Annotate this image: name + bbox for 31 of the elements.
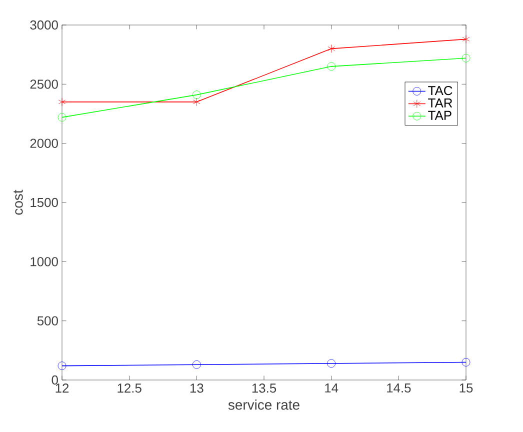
x-tick-label: 14.5 bbox=[387, 384, 411, 393]
point bbox=[462, 358, 470, 366]
y-axis-title: cost bbox=[14, 190, 23, 215]
point bbox=[462, 54, 470, 62]
y-tick-label: 1500 bbox=[30, 198, 58, 208]
point bbox=[328, 44, 335, 53]
y-tick-label: 1000 bbox=[30, 257, 58, 266]
x-tick-label: 12.5 bbox=[118, 384, 142, 393]
legend-label: TAC bbox=[428, 86, 452, 96]
point bbox=[58, 362, 66, 370]
y-tick-label: 3000 bbox=[30, 20, 58, 30]
y-tick-label: 2000 bbox=[30, 138, 58, 148]
x-tick-label: 15 bbox=[460, 384, 473, 393]
point bbox=[192, 360, 201, 369]
x-tick-label: 13.5 bbox=[252, 384, 276, 393]
x-tick-label: 13 bbox=[190, 384, 204, 393]
y-tick-label: 500 bbox=[37, 316, 58, 326]
point bbox=[193, 98, 200, 106]
point bbox=[192, 90, 201, 99]
x-tick-label: 14 bbox=[325, 384, 338, 392]
x-axis-title: service rate bbox=[228, 400, 300, 410]
legend-label: TAR bbox=[428, 98, 452, 108]
legend-label: TAP bbox=[428, 110, 452, 120]
x-tick-label: 12 bbox=[56, 384, 69, 393]
point bbox=[58, 98, 66, 106]
y-tick-label: 0 bbox=[52, 375, 58, 385]
point bbox=[327, 359, 336, 368]
point bbox=[327, 62, 336, 71]
y-tick-label: 2500 bbox=[30, 80, 58, 89]
point bbox=[462, 35, 470, 44]
point bbox=[58, 113, 66, 122]
